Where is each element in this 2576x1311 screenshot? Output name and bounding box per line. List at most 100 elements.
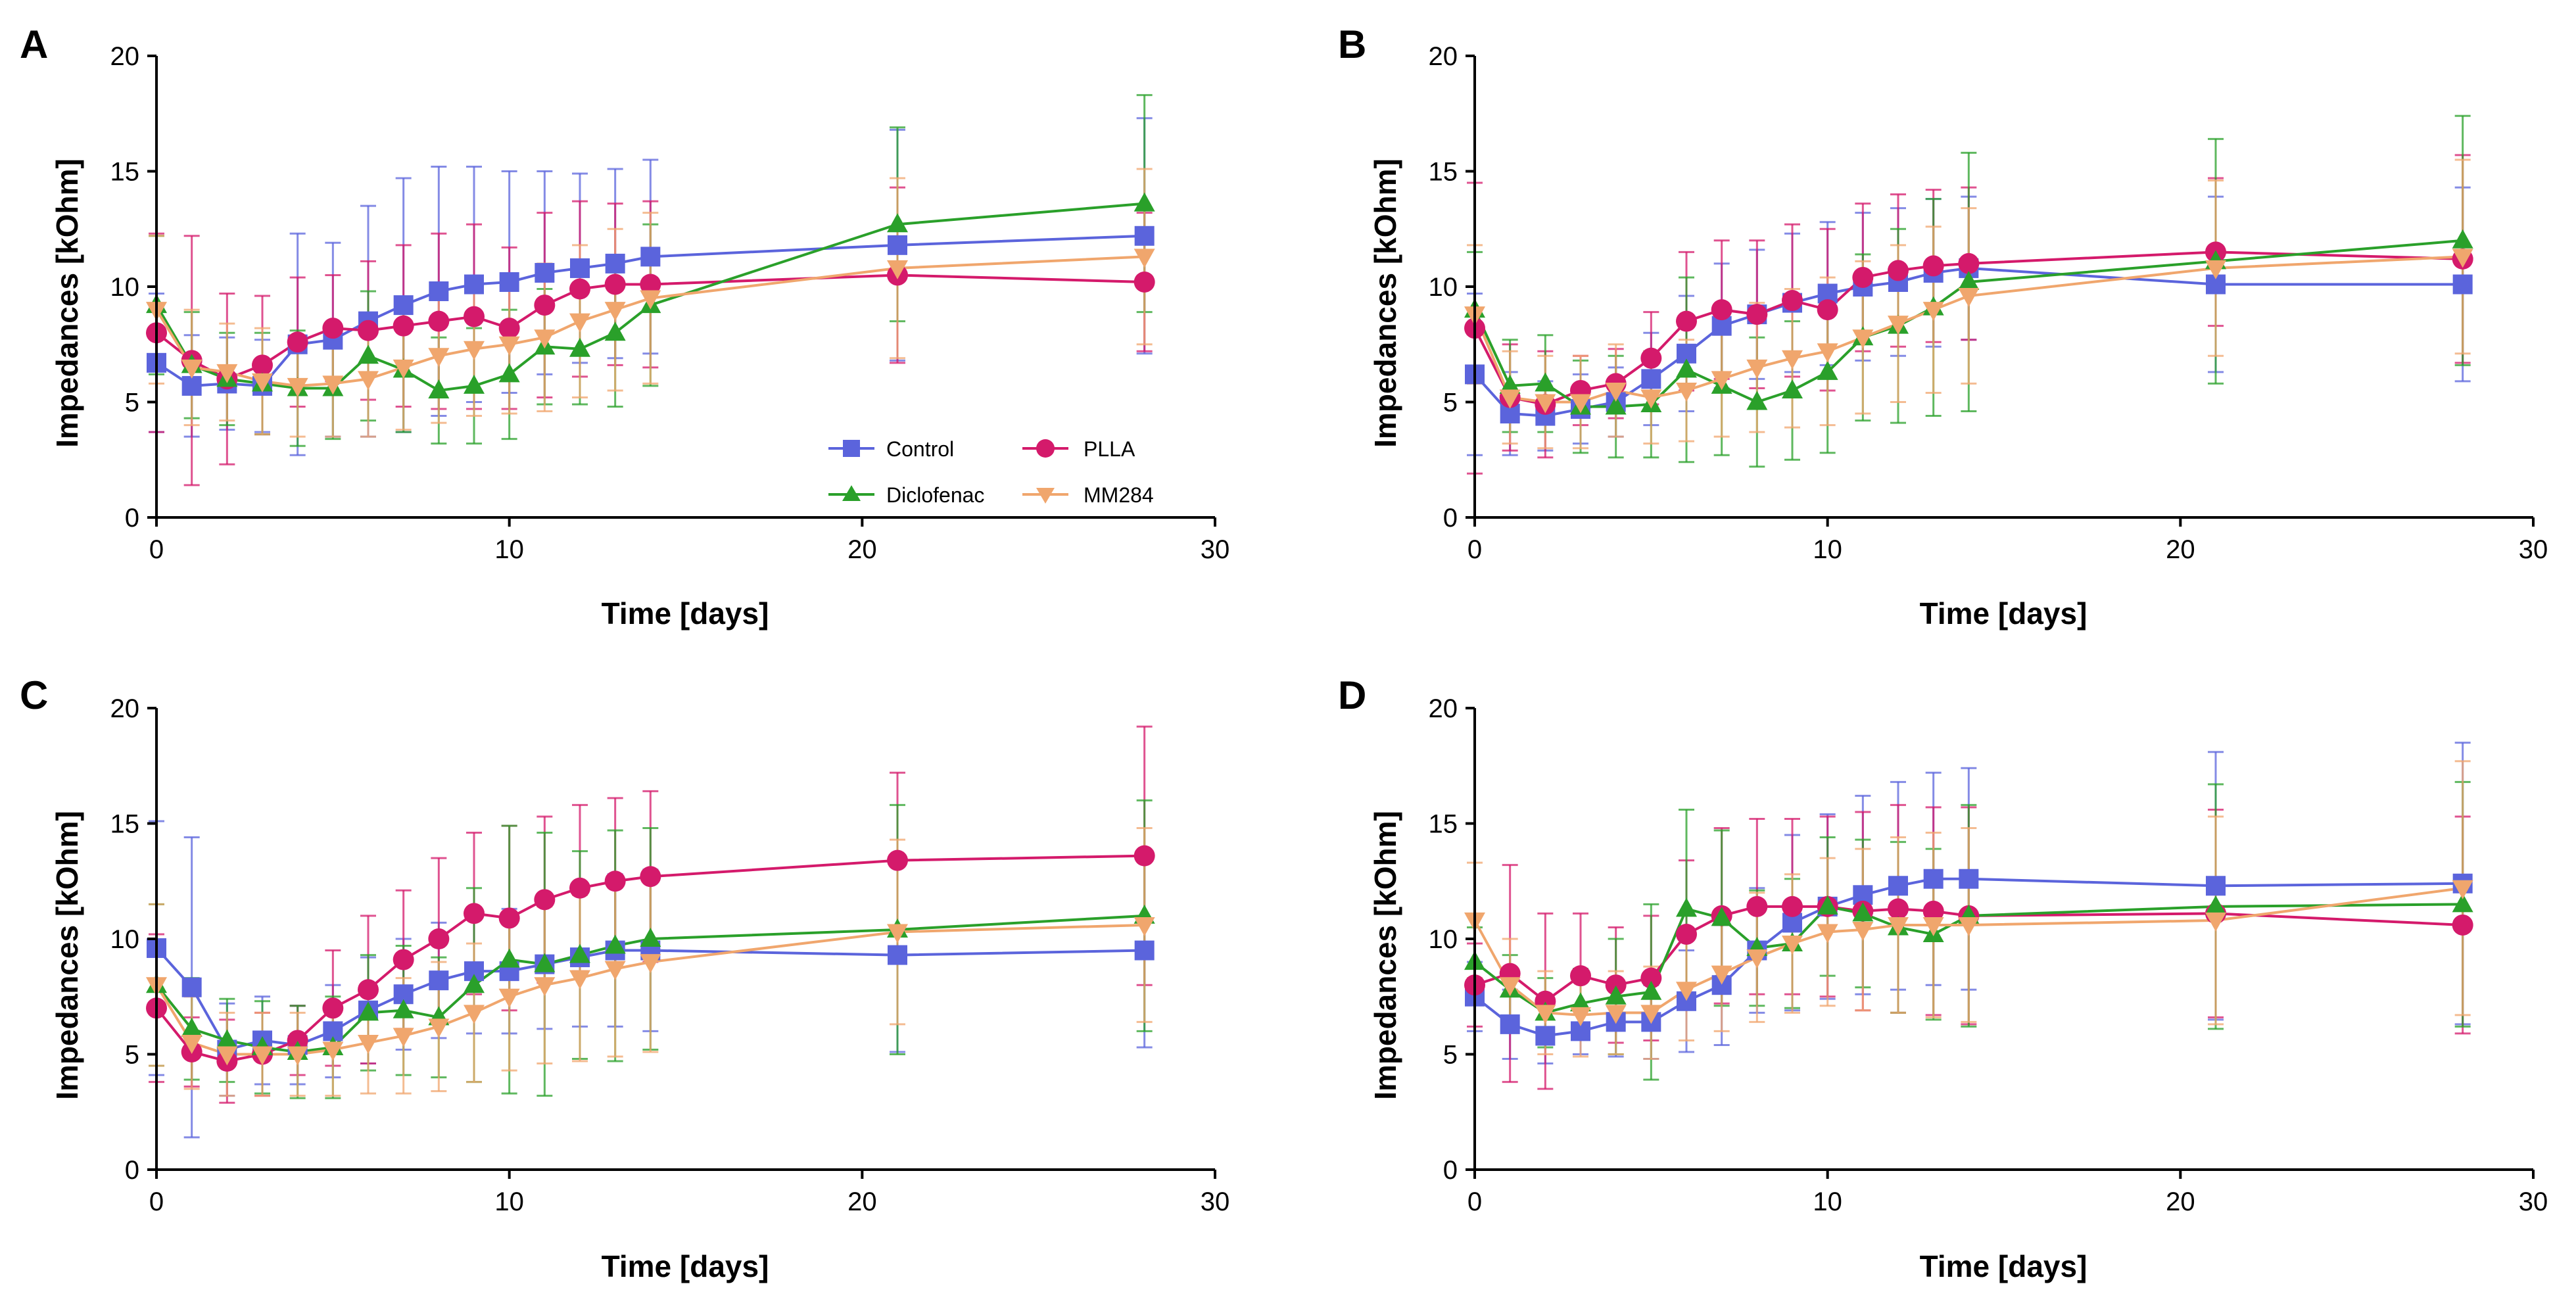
panel-a: A 0 10 20 30 0 5 10 15 20 Time [days] Impedances… bbox=[20, 22, 1229, 631]
x-axis-title: Time [days] bbox=[602, 1249, 769, 1283]
data-point-triangle-down bbox=[1711, 371, 1732, 391]
panel-c: C 0 10 20 30 0 5 10 15 20 Time [days] Impedances… bbox=[20, 673, 1229, 1283]
tick-labels: 0 10 20 30 0 5 10 15 20 bbox=[1429, 694, 2548, 1216]
data-point-triangle-up bbox=[1852, 902, 1874, 922]
data-point-circle bbox=[569, 278, 590, 300]
data-point-triangle-up bbox=[640, 928, 661, 947]
data-point-square bbox=[499, 272, 519, 292]
data-point-triangle-up bbox=[2452, 893, 2473, 913]
data-point-triangle-up bbox=[1499, 374, 1521, 394]
data-point-triangle-down bbox=[287, 377, 308, 397]
y-tick-label: 5 bbox=[1443, 1041, 1458, 1070]
data-point-triangle-up bbox=[1570, 992, 1591, 1012]
data-point-circle bbox=[1133, 845, 1155, 867]
data-point-circle bbox=[640, 274, 661, 295]
data-point-circle bbox=[1817, 299, 1838, 321]
data-point-triangle-down bbox=[534, 977, 556, 997]
data-point-square bbox=[2452, 274, 2473, 295]
x-tick-label: 20 bbox=[847, 535, 877, 564]
legend-marker-triangle-up bbox=[842, 485, 861, 501]
y-axis-title: Impedances [kOhm] bbox=[50, 811, 84, 1100]
data-point-circle bbox=[1605, 974, 1627, 996]
data-point-triangle-down bbox=[2452, 880, 2473, 899]
y-tick-label: 0 bbox=[1443, 1156, 1458, 1185]
data-point-circle bbox=[1782, 290, 1803, 312]
y-tick-label: 10 bbox=[110, 273, 140, 302]
data-point-circle bbox=[534, 295, 556, 316]
data-point-square bbox=[2206, 876, 2226, 896]
data-point-triangle-down bbox=[358, 371, 379, 391]
data-point-triangle-down bbox=[2205, 912, 2226, 932]
data-point-circle bbox=[428, 310, 450, 332]
data-point-circle bbox=[1746, 304, 1768, 325]
data-point-triangle-down bbox=[322, 1041, 344, 1061]
data-point-triangle-up bbox=[464, 974, 485, 993]
data-point-triangle-down bbox=[498, 336, 520, 356]
data-point-triangle-down bbox=[1817, 343, 1838, 363]
data-point-square bbox=[429, 281, 449, 302]
axes bbox=[147, 55, 1216, 527]
data-point-triangle-down bbox=[1782, 350, 1803, 369]
legend: Control PLLA Diclofenac MM284 bbox=[828, 437, 1154, 507]
data-point-triangle-down bbox=[428, 1018, 450, 1038]
legend-marker-circle bbox=[1036, 439, 1055, 458]
panel-label: B bbox=[1338, 22, 1366, 66]
data-point-triangle-up bbox=[887, 213, 908, 233]
data-point-triangle-up bbox=[428, 379, 450, 398]
data-point-triangle-down bbox=[640, 290, 661, 310]
legend-label: Diclofenac bbox=[886, 483, 984, 507]
tick-labels: 0 10 20 30 0 5 10 15 20 bbox=[1429, 42, 2548, 564]
data-point-triangle-up bbox=[464, 374, 485, 394]
data-point-triangle-down bbox=[604, 302, 626, 322]
x-axis-title: Time [days] bbox=[1920, 1249, 2087, 1283]
data-point-square bbox=[1959, 869, 1979, 889]
data-point-square bbox=[464, 274, 484, 295]
series-markers bbox=[146, 192, 1155, 398]
data-point-triangle-down bbox=[1782, 936, 1803, 955]
y-tick-label: 20 bbox=[110, 42, 140, 71]
data-point-triangle-down bbox=[1888, 316, 1909, 335]
data-point-triangle-up bbox=[569, 337, 590, 357]
data-point-circle bbox=[464, 306, 485, 327]
data-point-triangle-down bbox=[1133, 249, 1155, 268]
series-markers bbox=[146, 845, 1155, 1072]
data-point-circle bbox=[887, 849, 908, 871]
data-point-triangle-up bbox=[1817, 360, 1838, 380]
data-point-triangle-down bbox=[216, 364, 238, 383]
y-tick-label: 0 bbox=[125, 1156, 139, 1185]
data-point-triangle-down bbox=[887, 924, 908, 943]
data-point-circle bbox=[464, 903, 485, 924]
data-point-triangle-down bbox=[428, 348, 450, 368]
legend-item-plla: PLLA bbox=[1022, 437, 1135, 461]
data-point-triangle-down bbox=[1888, 917, 1909, 936]
legend-item-diclofenac: Diclofenac bbox=[828, 483, 984, 507]
y-tick-label: 20 bbox=[110, 694, 140, 723]
data-point-triangle-up bbox=[1817, 895, 1838, 915]
data-point-circle bbox=[498, 907, 520, 929]
data-point-circle bbox=[358, 320, 379, 341]
data-point-circle bbox=[2452, 914, 2473, 936]
x-axis-title: Time [days] bbox=[1920, 596, 2087, 631]
panel-d: D 0 10 20 30 0 5 10 15 20 Time [days] Impedances… bbox=[1338, 673, 2548, 1283]
data-point-circle bbox=[1852, 266, 1874, 288]
x-tick-label: 20 bbox=[2166, 535, 2195, 564]
data-point-triangle-down bbox=[181, 1034, 203, 1054]
data-point-triangle-down bbox=[358, 1034, 379, 1054]
panel-label: C bbox=[20, 673, 48, 717]
panel-label: D bbox=[1338, 673, 1366, 717]
data-point-triangle-up bbox=[604, 322, 626, 341]
x-tick-label: 0 bbox=[149, 535, 164, 564]
data-point-circle bbox=[358, 979, 379, 1001]
data-point-circle bbox=[604, 870, 626, 892]
data-point-triangle-down bbox=[604, 961, 626, 980]
data-point-triangle-up bbox=[569, 943, 590, 963]
data-point-circle bbox=[1570, 965, 1591, 987]
data-point-triangle-down bbox=[1640, 389, 1662, 409]
data-point-square bbox=[1888, 876, 1908, 896]
x-tick-label: 0 bbox=[149, 1187, 164, 1216]
data-point-circle bbox=[569, 877, 590, 899]
data-point-square bbox=[888, 235, 907, 255]
data-point-triangle-down bbox=[252, 373, 273, 393]
data-point-circle bbox=[1640, 967, 1662, 989]
data-point-triangle-down bbox=[887, 260, 908, 279]
